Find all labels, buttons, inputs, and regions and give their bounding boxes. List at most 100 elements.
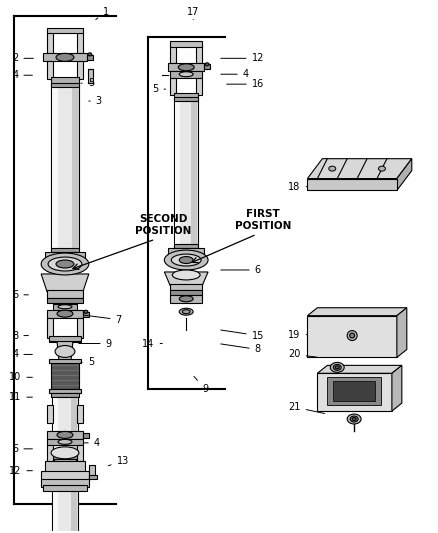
Polygon shape	[164, 272, 208, 286]
Bar	[204, 64, 210, 69]
Text: 5: 5	[152, 84, 166, 94]
Bar	[54, 459, 76, 463]
Bar	[72, 86, 79, 249]
Text: 5: 5	[81, 78, 94, 88]
Bar	[174, 99, 198, 246]
Text: 6: 6	[221, 265, 261, 275]
Polygon shape	[47, 61, 53, 79]
Bar	[327, 377, 381, 405]
Bar	[168, 63, 204, 71]
Text: 6: 6	[12, 290, 28, 300]
Text: FIRST
POSITION: FIRST POSITION	[234, 209, 291, 231]
Text: 15: 15	[221, 330, 264, 341]
Polygon shape	[196, 78, 202, 95]
Text: 12: 12	[221, 53, 264, 63]
Text: 9: 9	[194, 376, 208, 394]
Ellipse shape	[55, 345, 75, 358]
Polygon shape	[307, 179, 397, 190]
Text: 4: 4	[221, 69, 249, 79]
Bar	[47, 28, 83, 34]
Ellipse shape	[56, 53, 74, 61]
Polygon shape	[77, 405, 83, 423]
Bar	[89, 465, 95, 477]
Bar	[307, 316, 397, 358]
Text: 4: 4	[84, 438, 100, 448]
Bar	[53, 304, 77, 310]
Bar	[170, 295, 202, 303]
Bar	[51, 77, 79, 85]
Ellipse shape	[48, 257, 82, 271]
Ellipse shape	[179, 72, 193, 77]
Bar	[174, 97, 198, 101]
Bar	[51, 248, 79, 252]
Ellipse shape	[88, 53, 92, 56]
Bar	[191, 100, 197, 245]
Polygon shape	[77, 318, 83, 337]
Ellipse shape	[179, 256, 193, 263]
Ellipse shape	[56, 260, 74, 268]
Polygon shape	[41, 274, 89, 292]
Ellipse shape	[178, 64, 194, 71]
Text: 13: 13	[108, 456, 129, 466]
Ellipse shape	[57, 431, 73, 439]
Bar	[333, 381, 375, 401]
Bar	[49, 336, 81, 342]
Ellipse shape	[171, 254, 201, 266]
Bar	[43, 484, 87, 490]
Polygon shape	[170, 78, 176, 95]
Ellipse shape	[347, 414, 361, 424]
Polygon shape	[318, 373, 392, 411]
Polygon shape	[170, 45, 176, 63]
Bar	[45, 461, 85, 477]
Text: 19: 19	[288, 329, 307, 340]
Bar	[47, 431, 83, 439]
Bar	[51, 83, 79, 87]
Bar	[168, 248, 204, 262]
Bar	[49, 389, 81, 393]
Bar	[51, 393, 79, 397]
Ellipse shape	[58, 439, 72, 445]
Text: 7: 7	[84, 314, 122, 325]
Bar	[89, 475, 97, 479]
Text: 9: 9	[79, 338, 112, 349]
Polygon shape	[49, 342, 81, 361]
Text: 12: 12	[9, 466, 32, 475]
Ellipse shape	[350, 333, 355, 338]
Text: 4: 4	[12, 350, 32, 359]
Bar	[174, 93, 198, 99]
Polygon shape	[397, 308, 407, 358]
Text: 14: 14	[142, 338, 162, 349]
Text: 2: 2	[12, 53, 33, 63]
Ellipse shape	[172, 270, 200, 280]
Polygon shape	[47, 318, 53, 337]
Bar	[41, 479, 89, 487]
Text: SECOND
POSITION: SECOND POSITION	[135, 214, 191, 236]
Polygon shape	[47, 405, 53, 423]
Text: 5: 5	[12, 444, 32, 454]
Polygon shape	[397, 159, 412, 190]
Bar	[175, 100, 180, 245]
Ellipse shape	[205, 63, 209, 66]
Bar	[47, 298, 83, 303]
Ellipse shape	[58, 305, 72, 309]
Ellipse shape	[179, 308, 193, 315]
Text: 11: 11	[9, 392, 32, 402]
Polygon shape	[307, 308, 407, 316]
Polygon shape	[318, 365, 402, 373]
Bar	[52, 397, 78, 457]
Text: 3: 3	[89, 96, 102, 106]
Ellipse shape	[51, 447, 79, 459]
Ellipse shape	[347, 330, 357, 341]
Bar	[51, 361, 79, 391]
Bar	[87, 55, 93, 60]
Polygon shape	[77, 31, 83, 53]
Ellipse shape	[84, 310, 88, 313]
Polygon shape	[307, 159, 412, 179]
Text: 5: 5	[81, 358, 94, 367]
Text: 21: 21	[288, 402, 325, 414]
Bar	[53, 398, 58, 456]
Bar	[51, 455, 79, 459]
Ellipse shape	[57, 310, 73, 317]
Bar	[170, 42, 202, 47]
Text: 8: 8	[221, 344, 261, 354]
